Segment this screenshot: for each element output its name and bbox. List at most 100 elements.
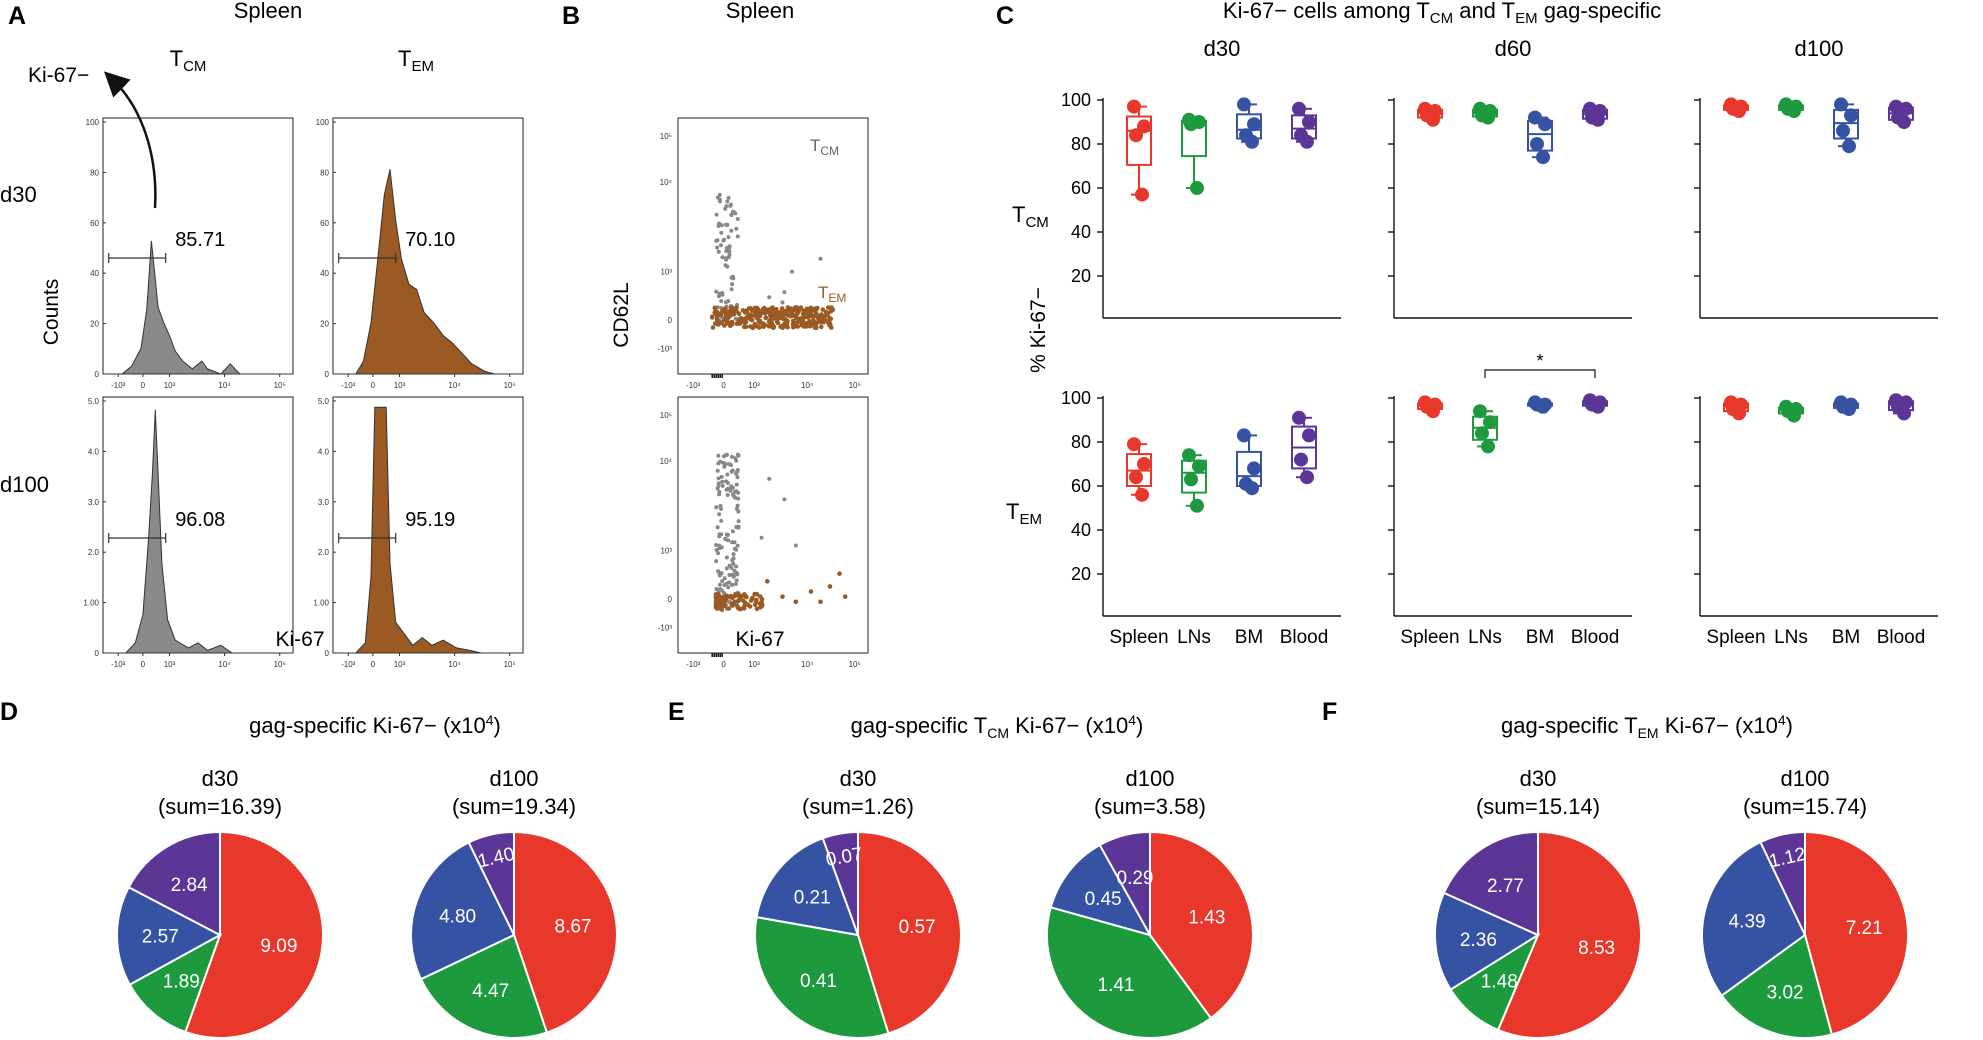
- data-point: [1528, 110, 1542, 125]
- pie-sum-label: (sum=1.26): [802, 794, 914, 819]
- histogram-x-tick: 10³: [394, 660, 406, 669]
- tem-point: [748, 306, 754, 311]
- tcm-point: [731, 274, 735, 279]
- category-label-BM: BM: [1832, 627, 1861, 648]
- pie-slice-label: 0.41: [800, 971, 837, 992]
- histogram-y-tick: 60: [320, 219, 329, 228]
- tem-point: [795, 316, 800, 321]
- tem-point: [712, 305, 718, 311]
- tcm-point: [727, 249, 732, 254]
- pie-slice-Spleen: [1149, 830, 1254, 1020]
- data-point: [1473, 404, 1487, 419]
- pie-slice-label: 8.53: [1578, 938, 1615, 959]
- tem-point: [724, 311, 730, 317]
- histogram-y-tick: 80: [90, 168, 99, 177]
- histogram-y-tick: 2.0: [88, 548, 100, 557]
- tcm-point: [729, 287, 734, 292]
- tem-point: [730, 595, 735, 601]
- tem-point: [756, 325, 762, 330]
- data-point: [1481, 110, 1495, 125]
- tem-point: [774, 307, 779, 312]
- panel-b-ylabel: CD62L: [610, 282, 633, 347]
- tcm-point: [721, 460, 726, 465]
- tcm-point: [730, 529, 735, 534]
- panel-label-a: A: [8, 2, 26, 30]
- pie-slice-Blood: [1442, 830, 1539, 937]
- tcm-point: [735, 234, 740, 239]
- histogram-x-tick: -10³: [341, 381, 356, 390]
- tcm-point: [728, 486, 733, 491]
- histogram-y-tick: 5.0: [88, 397, 100, 406]
- scatter-plot-d30: 10⁵ 10⁴ 10³ 0 -10³ -10³ 0 10³ 10⁴ 10⁵: [658, 117, 869, 390]
- data-point: [1292, 101, 1306, 116]
- histogram-area: [103, 240, 293, 375]
- panel-a-col-tcm: TCM: [170, 46, 207, 75]
- tcm-point: [734, 547, 739, 552]
- tcm-point: [716, 476, 721, 481]
- tcm-point: [726, 195, 731, 200]
- pie-slice-label: 4.39: [1729, 911, 1766, 932]
- data-point: [1536, 399, 1550, 414]
- data-point: [1237, 428, 1251, 443]
- gate-value: 95.19: [405, 509, 455, 531]
- tem-point: [748, 324, 753, 329]
- histogram-x-tick: 10⁴: [218, 660, 231, 669]
- histogram-y-tick: 100: [86, 118, 100, 127]
- tcm-point: [718, 504, 723, 508]
- row-label-d100: d100: [0, 472, 49, 497]
- panel-a: A Spleen TCM TEM Ki-67− d30 d100 Counts …: [0, 0, 524, 669]
- pie-F-d30: d30 (sum=15.14) 8.53 1.48 2.36 2.77: [1434, 766, 1642, 1039]
- tcm-point: [720, 479, 725, 484]
- tem-point: [758, 604, 763, 610]
- tem-point: [795, 324, 801, 329]
- pie-slice-Blood: [127, 830, 221, 937]
- box-subplot-TCM-d60: [1388, 98, 1632, 319]
- data-point: [1127, 437, 1141, 452]
- tcm-point: [718, 243, 723, 248]
- histogram-d100_tcm: 5.0 4.0 3.0 2.0 1.00 0 -10³ 0 10³ 10⁴ 10⁵ 96.08: [83, 396, 294, 669]
- tem-point: [754, 597, 759, 603]
- tcm-point: [723, 536, 728, 541]
- histogram-area: [333, 169, 523, 375]
- tem-point: [728, 305, 734, 311]
- tcm-point: [729, 572, 734, 577]
- histogram-y-tick: 60: [90, 219, 99, 228]
- tem-point: [777, 310, 782, 315]
- tem-point: [720, 307, 726, 313]
- data-point: [1787, 104, 1801, 118]
- histogram-y-tick: 80: [320, 168, 329, 177]
- pie-sum-label: (sum=15.14): [1476, 794, 1600, 819]
- histogram-y-tick: 1.00: [313, 599, 329, 608]
- bracket-line: [1484, 369, 1596, 378]
- category-label-Spleen: Spleen: [1109, 627, 1168, 648]
- pie-slice-label: 0.57: [899, 917, 936, 938]
- pie-D-d30: d30 (sum=16.39) 9.09 1.89 2.57 2.84: [116, 766, 324, 1039]
- tcm-point: [724, 487, 729, 492]
- tcm-point: [735, 468, 740, 472]
- data-point: [1483, 415, 1497, 430]
- y-tick-label: 20: [1071, 564, 1091, 584]
- tcm-point: [736, 519, 741, 524]
- tem-point: [791, 325, 796, 330]
- panel-a-col-tem: TEM: [398, 46, 434, 75]
- tem-point: [747, 604, 753, 609]
- tem-point: [752, 602, 758, 608]
- tcm-point: [732, 210, 736, 215]
- tcm-point: [725, 493, 730, 497]
- ki67-neg-label: Ki-67−: [28, 64, 89, 87]
- tem-point: [759, 310, 765, 316]
- tcm-label: TCM: [810, 136, 839, 158]
- pie-slice-label: 8.67: [555, 916, 592, 937]
- pie-slice-label: 1.89: [163, 972, 200, 993]
- tcm-point: [715, 468, 720, 473]
- pie-slice-BM: [410, 841, 516, 981]
- tem-point: [778, 324, 783, 330]
- pie-slice-Spleen: [184, 830, 324, 1039]
- data-point: [1787, 408, 1801, 423]
- data-point: [1732, 104, 1746, 118]
- pie-slice-Blood: [1098, 830, 1151, 939]
- tcm-point: [734, 226, 739, 231]
- scatter-x-tick: 10⁵: [849, 381, 861, 390]
- data-point: [1127, 99, 1141, 114]
- category-label-LNs: LNs: [1177, 627, 1211, 648]
